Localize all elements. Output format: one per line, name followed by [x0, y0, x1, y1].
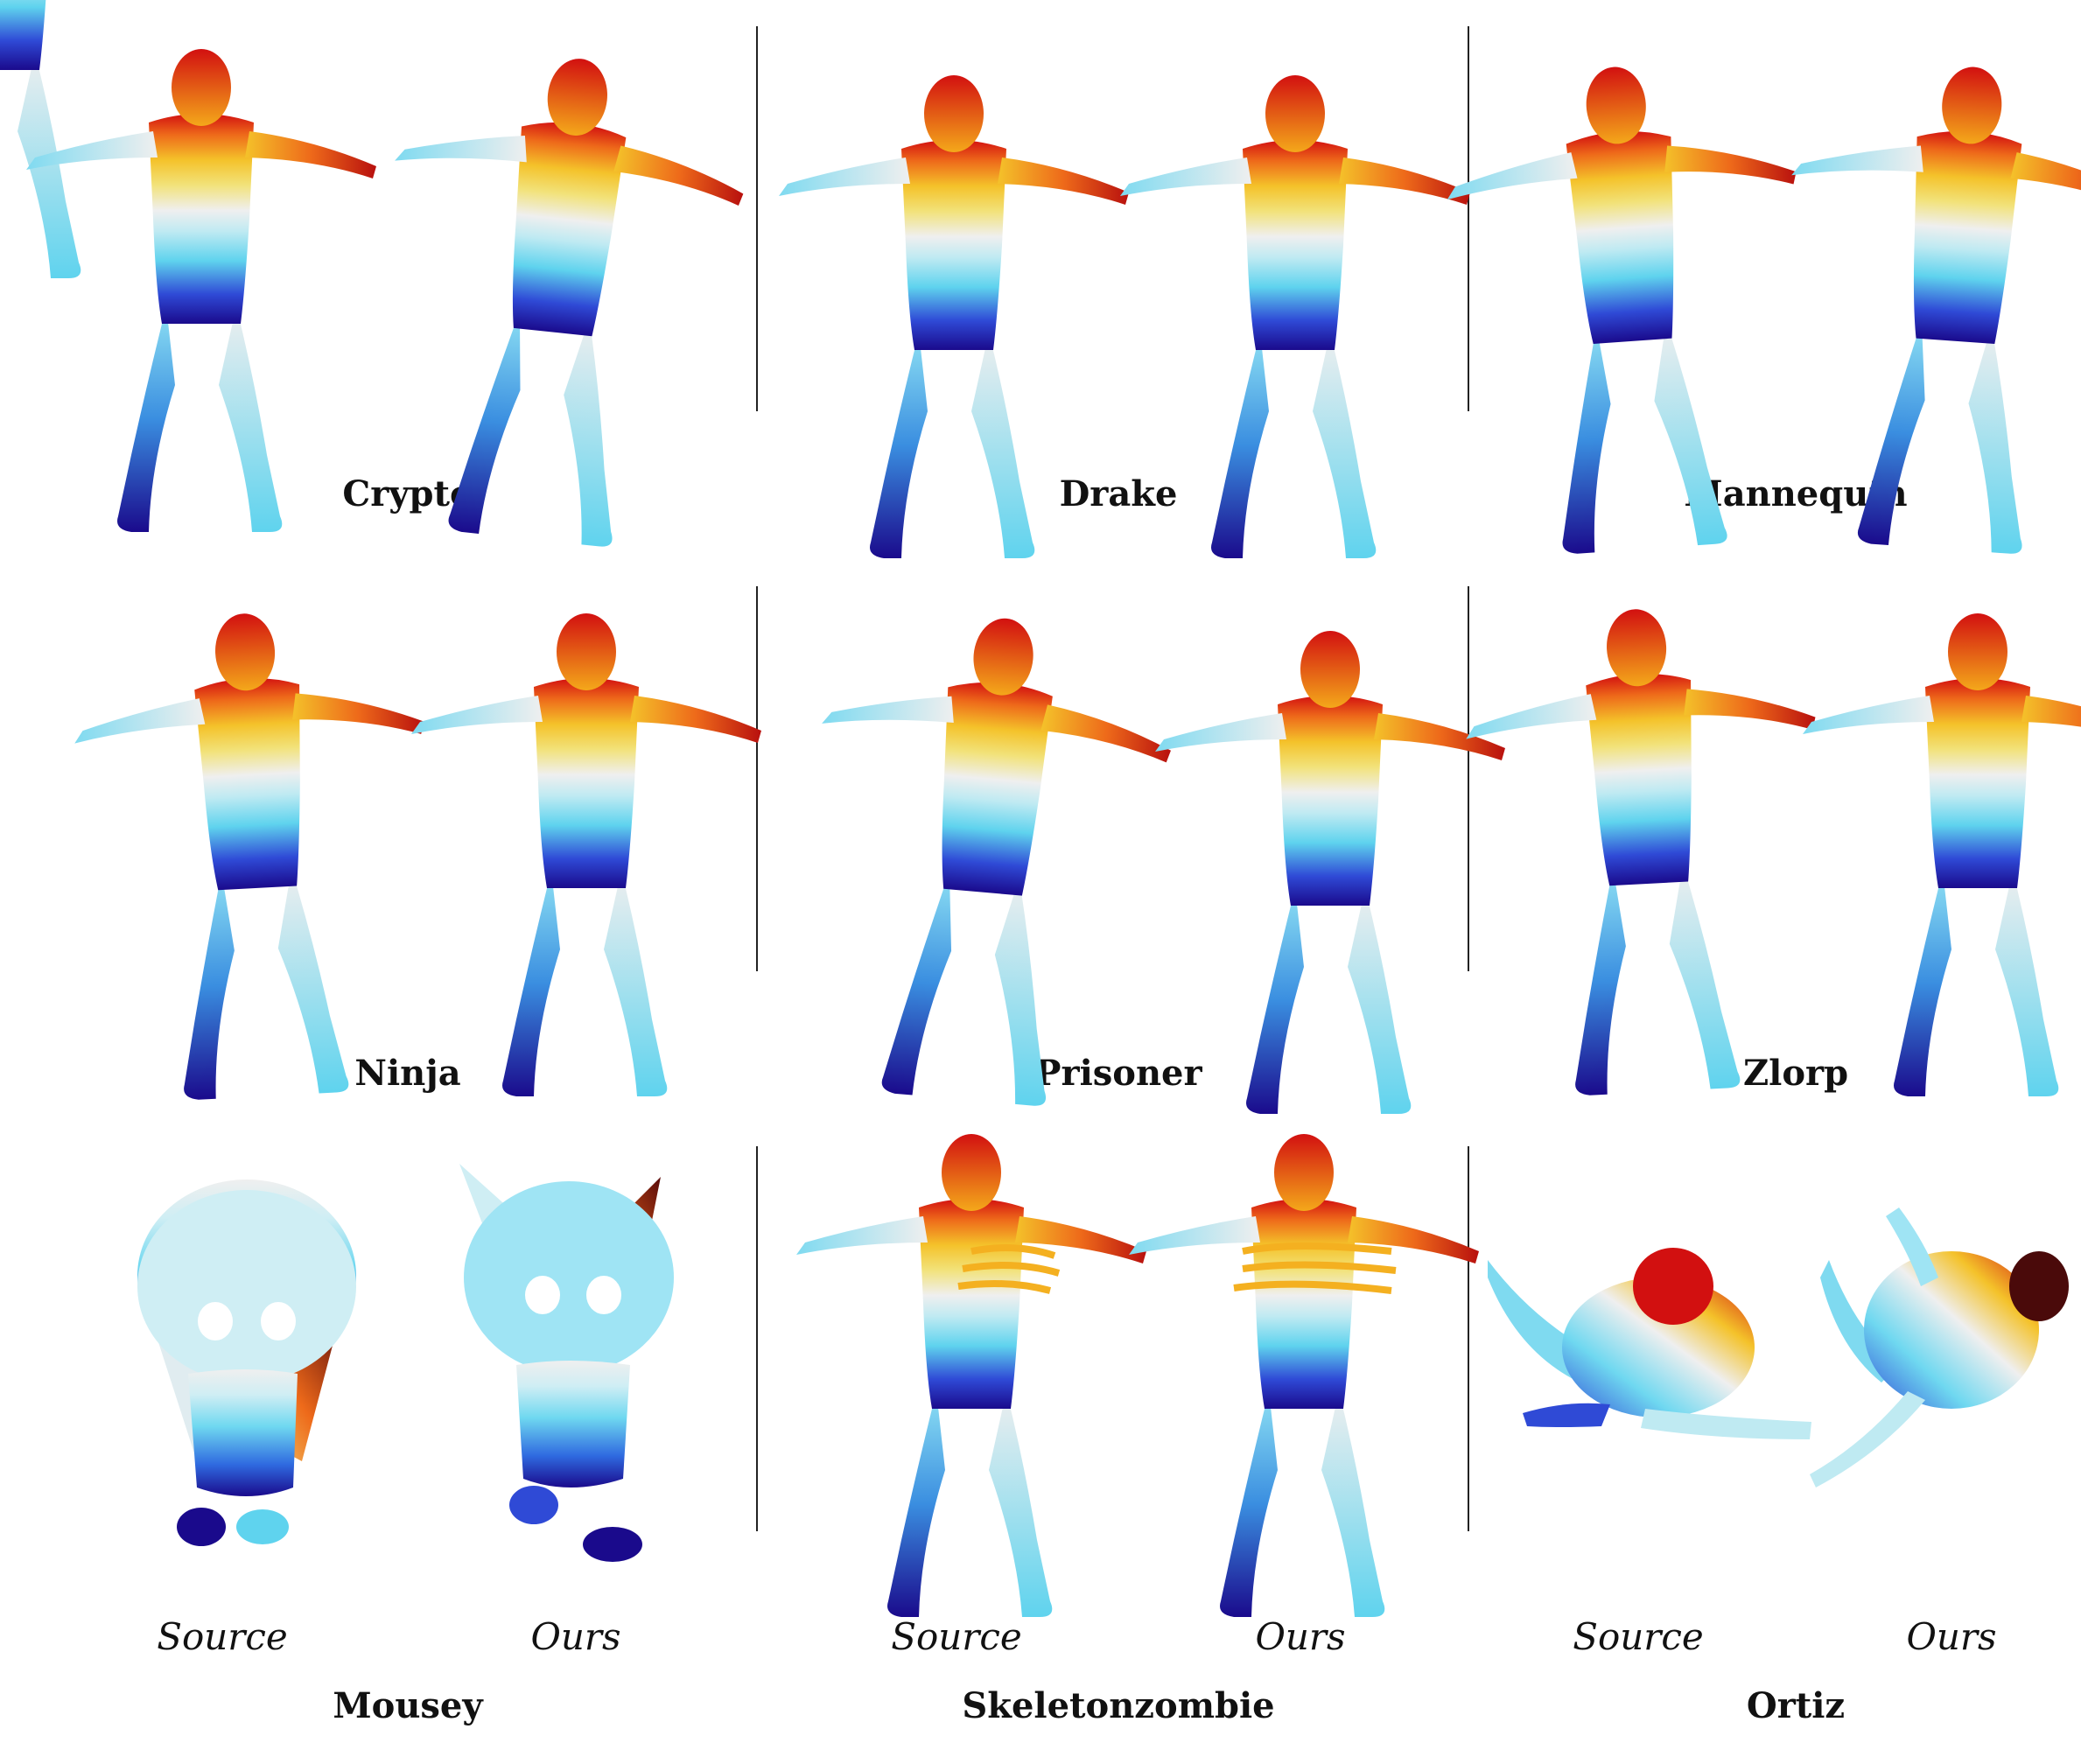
ortiz-source-mesh	[1488, 1248, 1811, 1439]
column-divider	[1468, 26, 1469, 411]
panel-caption-crypto: Crypto	[342, 473, 473, 514]
panel-caption-prisoner: Prisoner	[1034, 1053, 1202, 1094]
column-divider	[756, 1146, 758, 1531]
panel-caption-skeletonzombie: Skeletonzombie	[962, 1685, 1275, 1726]
ours-label: Ours	[530, 1615, 621, 1658]
source-label: Source	[891, 1615, 1022, 1658]
column-divider	[756, 586, 758, 971]
column-divider	[1468, 586, 1469, 971]
claw-strands	[957, 1242, 1397, 1294]
panel-caption-mousey: Mousey	[333, 1685, 483, 1726]
ours-label: Ours	[1906, 1615, 1997, 1658]
panel-caption-zlorp: Zlorp	[1742, 1053, 1849, 1094]
panel-caption-drake: Drake	[1059, 473, 1178, 514]
panel-caption-ninja: Ninja	[354, 1053, 461, 1094]
mousey-ours-mesh	[459, 1164, 674, 1562]
source-label: Source	[157, 1615, 288, 1658]
source-label: Source	[1573, 1615, 1704, 1658]
mousey-source-mesh	[137, 1180, 356, 1546]
panel-caption-ortiz: Ortiz	[1746, 1685, 1846, 1726]
column-divider	[1468, 1146, 1469, 1531]
column-divider	[756, 26, 758, 411]
ortiz-ours-mesh	[1810, 1208, 2069, 1488]
ours-label: Ours	[1255, 1615, 1346, 1658]
